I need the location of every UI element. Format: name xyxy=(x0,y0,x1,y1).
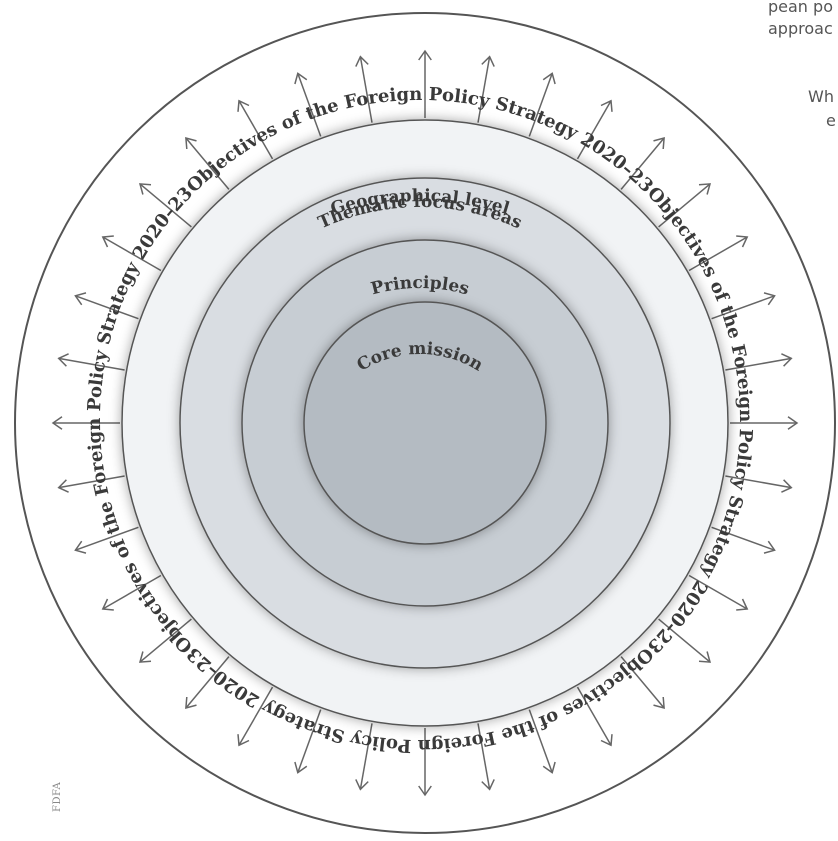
arrow-head xyxy=(294,72,308,85)
arrow-head xyxy=(787,416,799,430)
arrow-head xyxy=(736,598,749,611)
arrow-shaft xyxy=(711,295,775,320)
arrow-shaft xyxy=(102,236,162,272)
arrow-head xyxy=(698,183,712,195)
arrow-head xyxy=(781,479,793,493)
arrow-shaft xyxy=(359,723,373,790)
arrow-head xyxy=(481,779,495,791)
arrow-shaft xyxy=(658,618,711,663)
arrow-shaft xyxy=(297,73,322,137)
arrow-shaft xyxy=(688,574,748,610)
arrow-shaft xyxy=(528,73,553,137)
arrow-shaft xyxy=(102,574,162,610)
arrow-head xyxy=(294,761,308,774)
arrow-shaft xyxy=(477,56,491,123)
arrow-head xyxy=(74,540,87,554)
cropped-text-line-1: pean po xyxy=(768,0,833,16)
arrow-shaft xyxy=(576,100,612,160)
arrow-shaft xyxy=(620,137,665,190)
arrow-head xyxy=(237,99,250,112)
arrow-head xyxy=(600,734,613,747)
arrow-shaft xyxy=(75,295,139,320)
arrow-shaft xyxy=(185,656,230,709)
arrow-shaft xyxy=(297,709,322,773)
arrow-head xyxy=(653,136,665,150)
arrow-head xyxy=(237,734,250,747)
cropped-text-line-2: approac xyxy=(768,19,833,38)
arrow-shaft xyxy=(620,656,665,709)
ring-core-mission xyxy=(303,301,547,545)
arrow-shaft xyxy=(359,56,373,123)
arrow-shaft xyxy=(477,723,491,790)
arrow-head xyxy=(542,761,556,774)
arrow-head xyxy=(57,479,69,493)
arrow-head xyxy=(653,696,665,710)
arrow-head xyxy=(600,99,613,112)
arrow-head xyxy=(698,651,712,663)
arrow-head xyxy=(418,49,432,61)
arrow-shaft xyxy=(139,183,192,228)
arrow-head xyxy=(185,696,197,710)
arrow-head xyxy=(781,353,793,367)
arrow-head xyxy=(101,235,114,248)
arrow-head xyxy=(51,416,63,430)
arrow-head xyxy=(138,651,152,663)
cropped-text-line-4: e xyxy=(826,111,836,130)
arrow-head xyxy=(57,353,69,367)
arrow-shaft xyxy=(238,100,274,160)
arrow-head xyxy=(542,72,556,85)
arrow-shaft xyxy=(688,236,748,272)
arrow-shaft xyxy=(528,709,553,773)
source-credit: FDFA xyxy=(52,781,63,812)
arrow-head xyxy=(418,785,432,797)
arrows xyxy=(51,49,799,797)
arrow-shaft xyxy=(75,526,139,551)
arrow-shaft xyxy=(725,475,792,489)
arrow-shaft xyxy=(658,183,711,228)
arrow-head xyxy=(101,598,114,611)
arrow-shaft xyxy=(725,357,792,371)
arrow-head xyxy=(355,55,369,67)
cropped-text-line-3: Wh xyxy=(808,87,834,106)
arrow-shaft xyxy=(58,357,125,371)
arrow-head xyxy=(138,183,152,195)
arrow-shaft xyxy=(238,686,274,746)
arrow-shaft xyxy=(576,686,612,746)
arrow-head xyxy=(74,292,87,306)
arrow-shaft xyxy=(58,475,125,489)
arrow-shaft xyxy=(139,618,192,663)
arrow-head xyxy=(736,235,749,248)
arrow-head xyxy=(185,136,197,150)
arrow-head xyxy=(481,55,495,67)
arrow-head xyxy=(355,779,369,791)
arrow-shaft xyxy=(711,526,775,551)
arrow-head xyxy=(763,292,776,306)
arrow-shaft xyxy=(185,137,230,190)
arrow-head xyxy=(763,540,776,554)
